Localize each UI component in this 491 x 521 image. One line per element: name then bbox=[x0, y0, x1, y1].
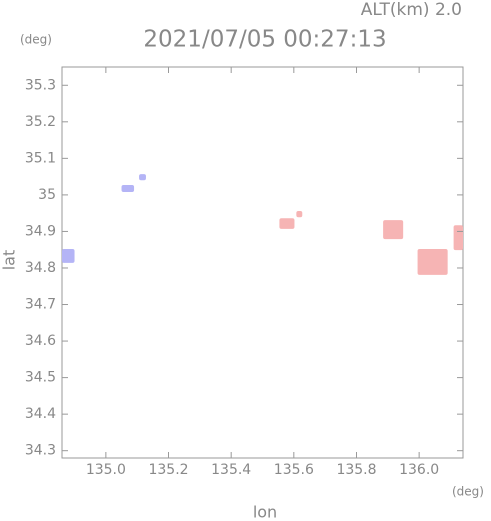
x-axis-label: lon bbox=[253, 503, 277, 521]
echo-patch bbox=[383, 220, 404, 240]
echo-patch bbox=[139, 174, 146, 181]
y-tick-label: 34.5 bbox=[25, 370, 56, 386]
echo-patch bbox=[296, 210, 303, 218]
x-unit: (deg) bbox=[452, 485, 484, 499]
y-tick-label: 34.7 bbox=[25, 297, 56, 313]
echo-patch bbox=[453, 225, 463, 251]
echo-patch bbox=[279, 218, 295, 229]
x-tick-label: 135.8 bbox=[336, 462, 376, 478]
y-tick-label: 35 bbox=[38, 187, 56, 203]
y-tick-label: 35.2 bbox=[25, 114, 56, 130]
y-tick-label: 35.1 bbox=[25, 150, 56, 166]
y-unit: (deg) bbox=[20, 33, 52, 47]
echo-patch bbox=[62, 248, 75, 263]
y-tick-label: 34.9 bbox=[25, 223, 56, 239]
y-tick-label: 34.6 bbox=[25, 333, 56, 349]
y-tick-label: 35.3 bbox=[25, 77, 56, 93]
x-tick-label: 135.0 bbox=[86, 462, 126, 478]
x-tick-label: 135.6 bbox=[274, 462, 314, 478]
y-axis-label: lat bbox=[0, 250, 19, 271]
x-tick-label: 135.4 bbox=[211, 462, 251, 478]
plot-frame bbox=[61, 66, 464, 459]
echo-patch bbox=[417, 248, 448, 275]
y-tick-label: 34.8 bbox=[25, 260, 56, 276]
y-tick-label: 34.3 bbox=[25, 443, 56, 459]
echo-patch bbox=[121, 185, 135, 192]
y-tick-label: 34.4 bbox=[25, 406, 56, 422]
altitude: ALT(km) 2.0 bbox=[361, 0, 462, 20]
x-tick-label: 135.2 bbox=[148, 462, 188, 478]
x-tick-label: 136.0 bbox=[399, 462, 439, 478]
chart-title: 2021/07/05 00:27:13 bbox=[143, 27, 386, 53]
